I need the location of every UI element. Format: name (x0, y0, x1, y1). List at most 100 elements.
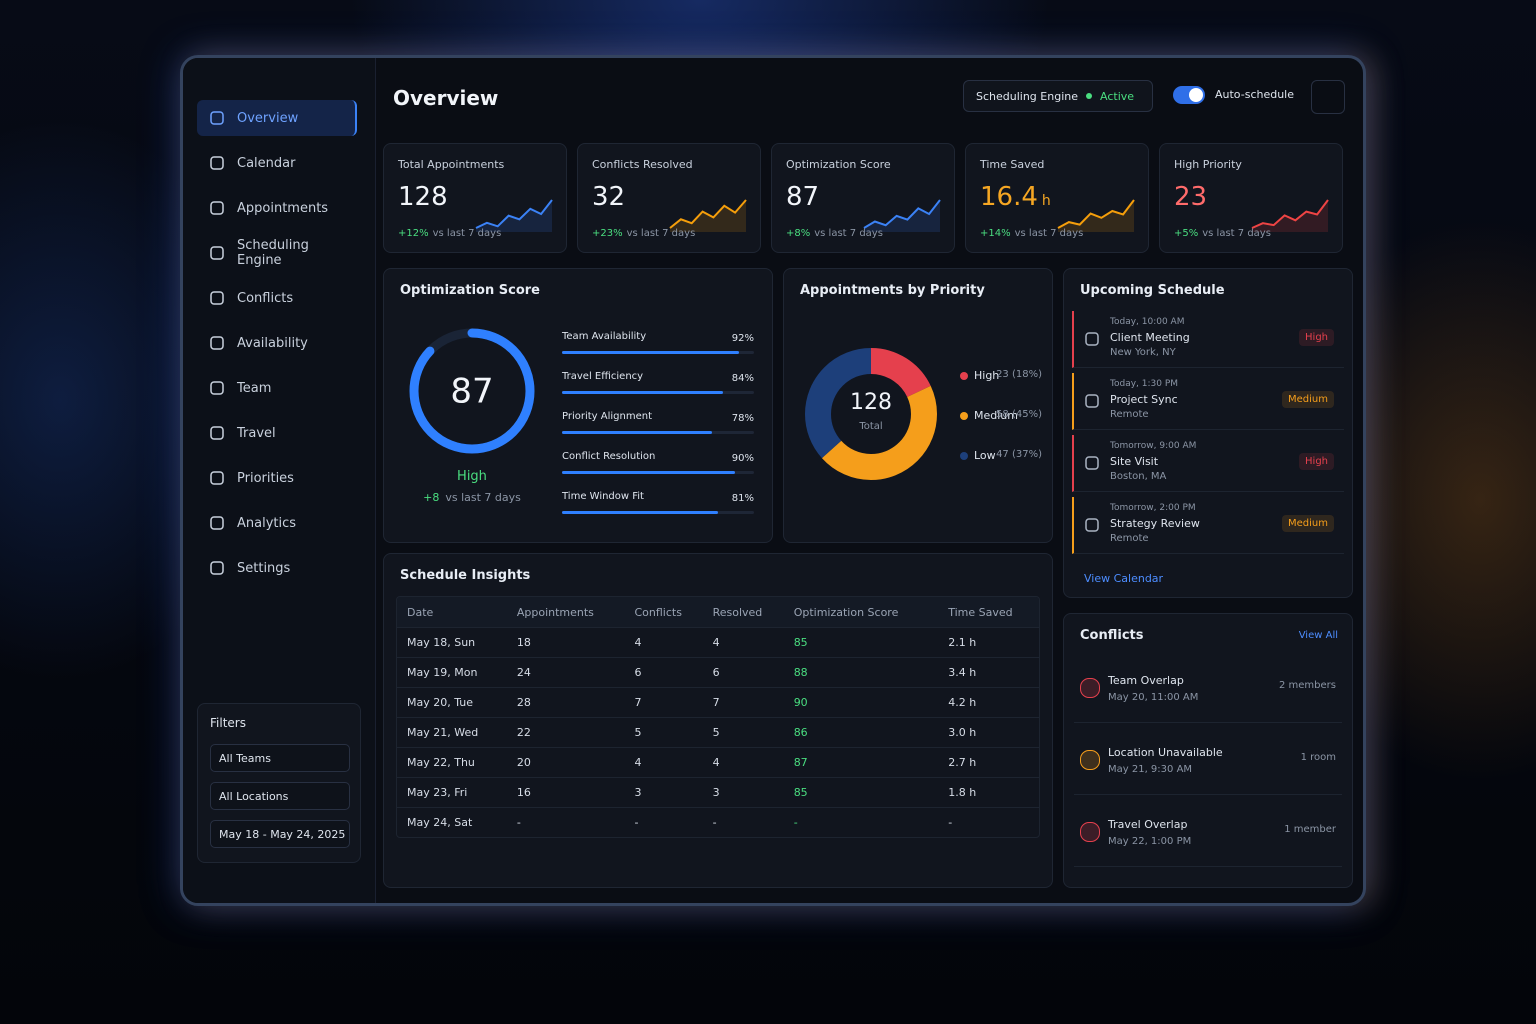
kpi-change: +23% (592, 228, 623, 239)
table-cell: 87 (783, 747, 939, 778)
conflict-item[interactable]: Location Unavailable May 21, 9:30 AM 1 roo… (1074, 732, 1342, 795)
table-cell: 3 (702, 777, 784, 808)
auto-toggle[interactable] (1173, 86, 1205, 104)
priority-badge: High (1299, 329, 1334, 346)
icon (210, 201, 224, 215)
conflict-icon (1080, 750, 1100, 770)
schedule-item[interactable]: Tomorrow, 9:00 AM Site Visit Boston, MA Hig… (1072, 435, 1344, 492)
item-place: Remote (1110, 533, 1149, 544)
page-title: Overview (393, 86, 499, 110)
kpi-value: 128 (398, 182, 448, 212)
nav-item[interactable]: Settings (197, 550, 357, 586)
table-cell: 18 (506, 627, 625, 658)
nav-item[interactable]: Scheduling Engine (197, 235, 357, 271)
metric-name: Team Availability (562, 331, 647, 342)
nav-item[interactable]: Availability (197, 325, 357, 361)
filter-select[interactable]: All Teams (210, 744, 350, 772)
schedule-item[interactable]: Today, 1:30 PM Project Sync Remote Medium (1072, 373, 1344, 430)
rating-change-row: +8 vs last 7 days (402, 491, 542, 504)
table-cell: 6 (624, 657, 703, 688)
nav-item[interactable]: Travel (197, 415, 357, 451)
kpi-change: +12% (398, 228, 429, 239)
kpi-value: 32 (592, 182, 626, 212)
nav-item[interactable]: Calendar (197, 145, 357, 181)
item-place: Boston, MA (1110, 471, 1167, 482)
priority-badge: Medium (1282, 515, 1334, 532)
insights-card: Schedule Insights Date Appointments Conflic… (383, 553, 1053, 888)
icon-shape (1085, 456, 1099, 470)
kpi-value-row: 32 (592, 182, 625, 212)
icon-shape (1085, 332, 1099, 346)
nav-item[interactable]: Priorities (197, 460, 357, 496)
nav-item[interactable]: Team (197, 370, 357, 406)
nav-label: Settings (237, 560, 291, 576)
table-cell: 2.1 h (938, 627, 1039, 658)
kpi-period: vs last 7 days (432, 228, 502, 239)
sparkline (1057, 199, 1135, 232)
legend-name: High (974, 369, 1000, 382)
icon-shape (210, 426, 224, 440)
legend-dot (960, 452, 968, 460)
icon (210, 471, 224, 485)
table-cell: 28 (506, 687, 625, 718)
metric-bar (562, 511, 718, 514)
filters-panel: Filters All Teams All Locations May 18 - Ma… (197, 703, 361, 863)
table-cell: 2.7 h (938, 747, 1039, 778)
legend-name: Medium (974, 409, 1018, 422)
conflict-icon (1080, 822, 1100, 842)
icon-shape (210, 471, 224, 485)
settings-button[interactable] (1311, 80, 1345, 114)
card-title: Conflicts (1080, 628, 1144, 643)
engine-status[interactable]: Scheduling Engine Active (963, 80, 1153, 112)
filter-select[interactable]: All Locations (210, 782, 350, 810)
conflict-item[interactable]: Travel Overlap May 22, 1:00 PM 1 member (1074, 804, 1342, 867)
table-cell: 4 (702, 747, 784, 778)
table-cell: 20 (506, 747, 625, 778)
table-cell: 1.8 h (938, 777, 1039, 808)
nav-item[interactable]: Overview (197, 100, 357, 136)
metric-bar (562, 431, 712, 434)
kpi-change-row: +14% vs last 7 days (980, 228, 1083, 239)
item-place: New York, NY (1110, 347, 1176, 358)
filter-value: All Teams (219, 751, 271, 765)
conflict-item[interactable]: Team Overlap May 20, 11:00 AM 2 members (1074, 660, 1342, 723)
view-calendar-link[interactable]: View Calendar (1084, 572, 1164, 585)
table-cell: 5 (624, 717, 703, 748)
table-row: May 21, Wed 22 5 5 86 3.0 h (397, 717, 1039, 748)
table-cell: 4 (702, 627, 784, 658)
nav-item[interactable]: Appointments (197, 190, 357, 226)
nav-label: Priorities (237, 470, 294, 486)
gauge-score: 87 (450, 372, 493, 412)
table-row: May 22, Thu 20 4 4 87 2.7 h (397, 747, 1039, 778)
card-title: Schedule Insights (400, 568, 531, 583)
table-cell: 22 (506, 717, 625, 748)
column-header: Appointments (506, 597, 625, 628)
item-title: Strategy Review (1110, 517, 1200, 530)
table-cell: 86 (783, 717, 939, 748)
card-title: Upcoming Schedule (1080, 283, 1225, 298)
sparkline-line (863, 199, 941, 229)
icon (210, 516, 224, 530)
nav-label: Scheduling Engine (237, 238, 309, 268)
column-header: Conflicts (624, 597, 703, 628)
schedule-item[interactable]: Tomorrow, 2:00 PM Strategy Review Remote Me… (1072, 497, 1344, 554)
filter-value: All Locations (219, 789, 289, 803)
view-all-link[interactable]: View All (1298, 630, 1338, 641)
nav-item[interactable]: Analytics (197, 505, 357, 541)
kpi-change-row: +23% vs last 7 days (592, 228, 695, 239)
table-cell: May 24, Sat (397, 807, 507, 837)
filter-select[interactable]: May 18 - May 24, 2025 (210, 820, 350, 848)
kpi-period: vs last 7 days (1014, 228, 1084, 239)
donut-total: 128 (850, 390, 892, 415)
table-cell: 4.2 h (938, 687, 1039, 718)
nav-item[interactable]: Conflicts (197, 280, 357, 316)
kpi-value-row: 16.4 h (980, 182, 1051, 212)
table-cell: May 23, Fri (397, 777, 507, 808)
kpi-value: 23 (1174, 182, 1208, 212)
conflict-icon (1080, 678, 1100, 698)
sparkline-line (669, 199, 747, 229)
icon (1085, 332, 1099, 346)
insights-table-wrap: Date Appointments Conflicts Resolved Optimiz… (396, 596, 1040, 838)
schedule-item[interactable]: Today, 10:00 AM Client Meeting New York, N… (1072, 311, 1344, 368)
sparkline-area (476, 200, 552, 232)
